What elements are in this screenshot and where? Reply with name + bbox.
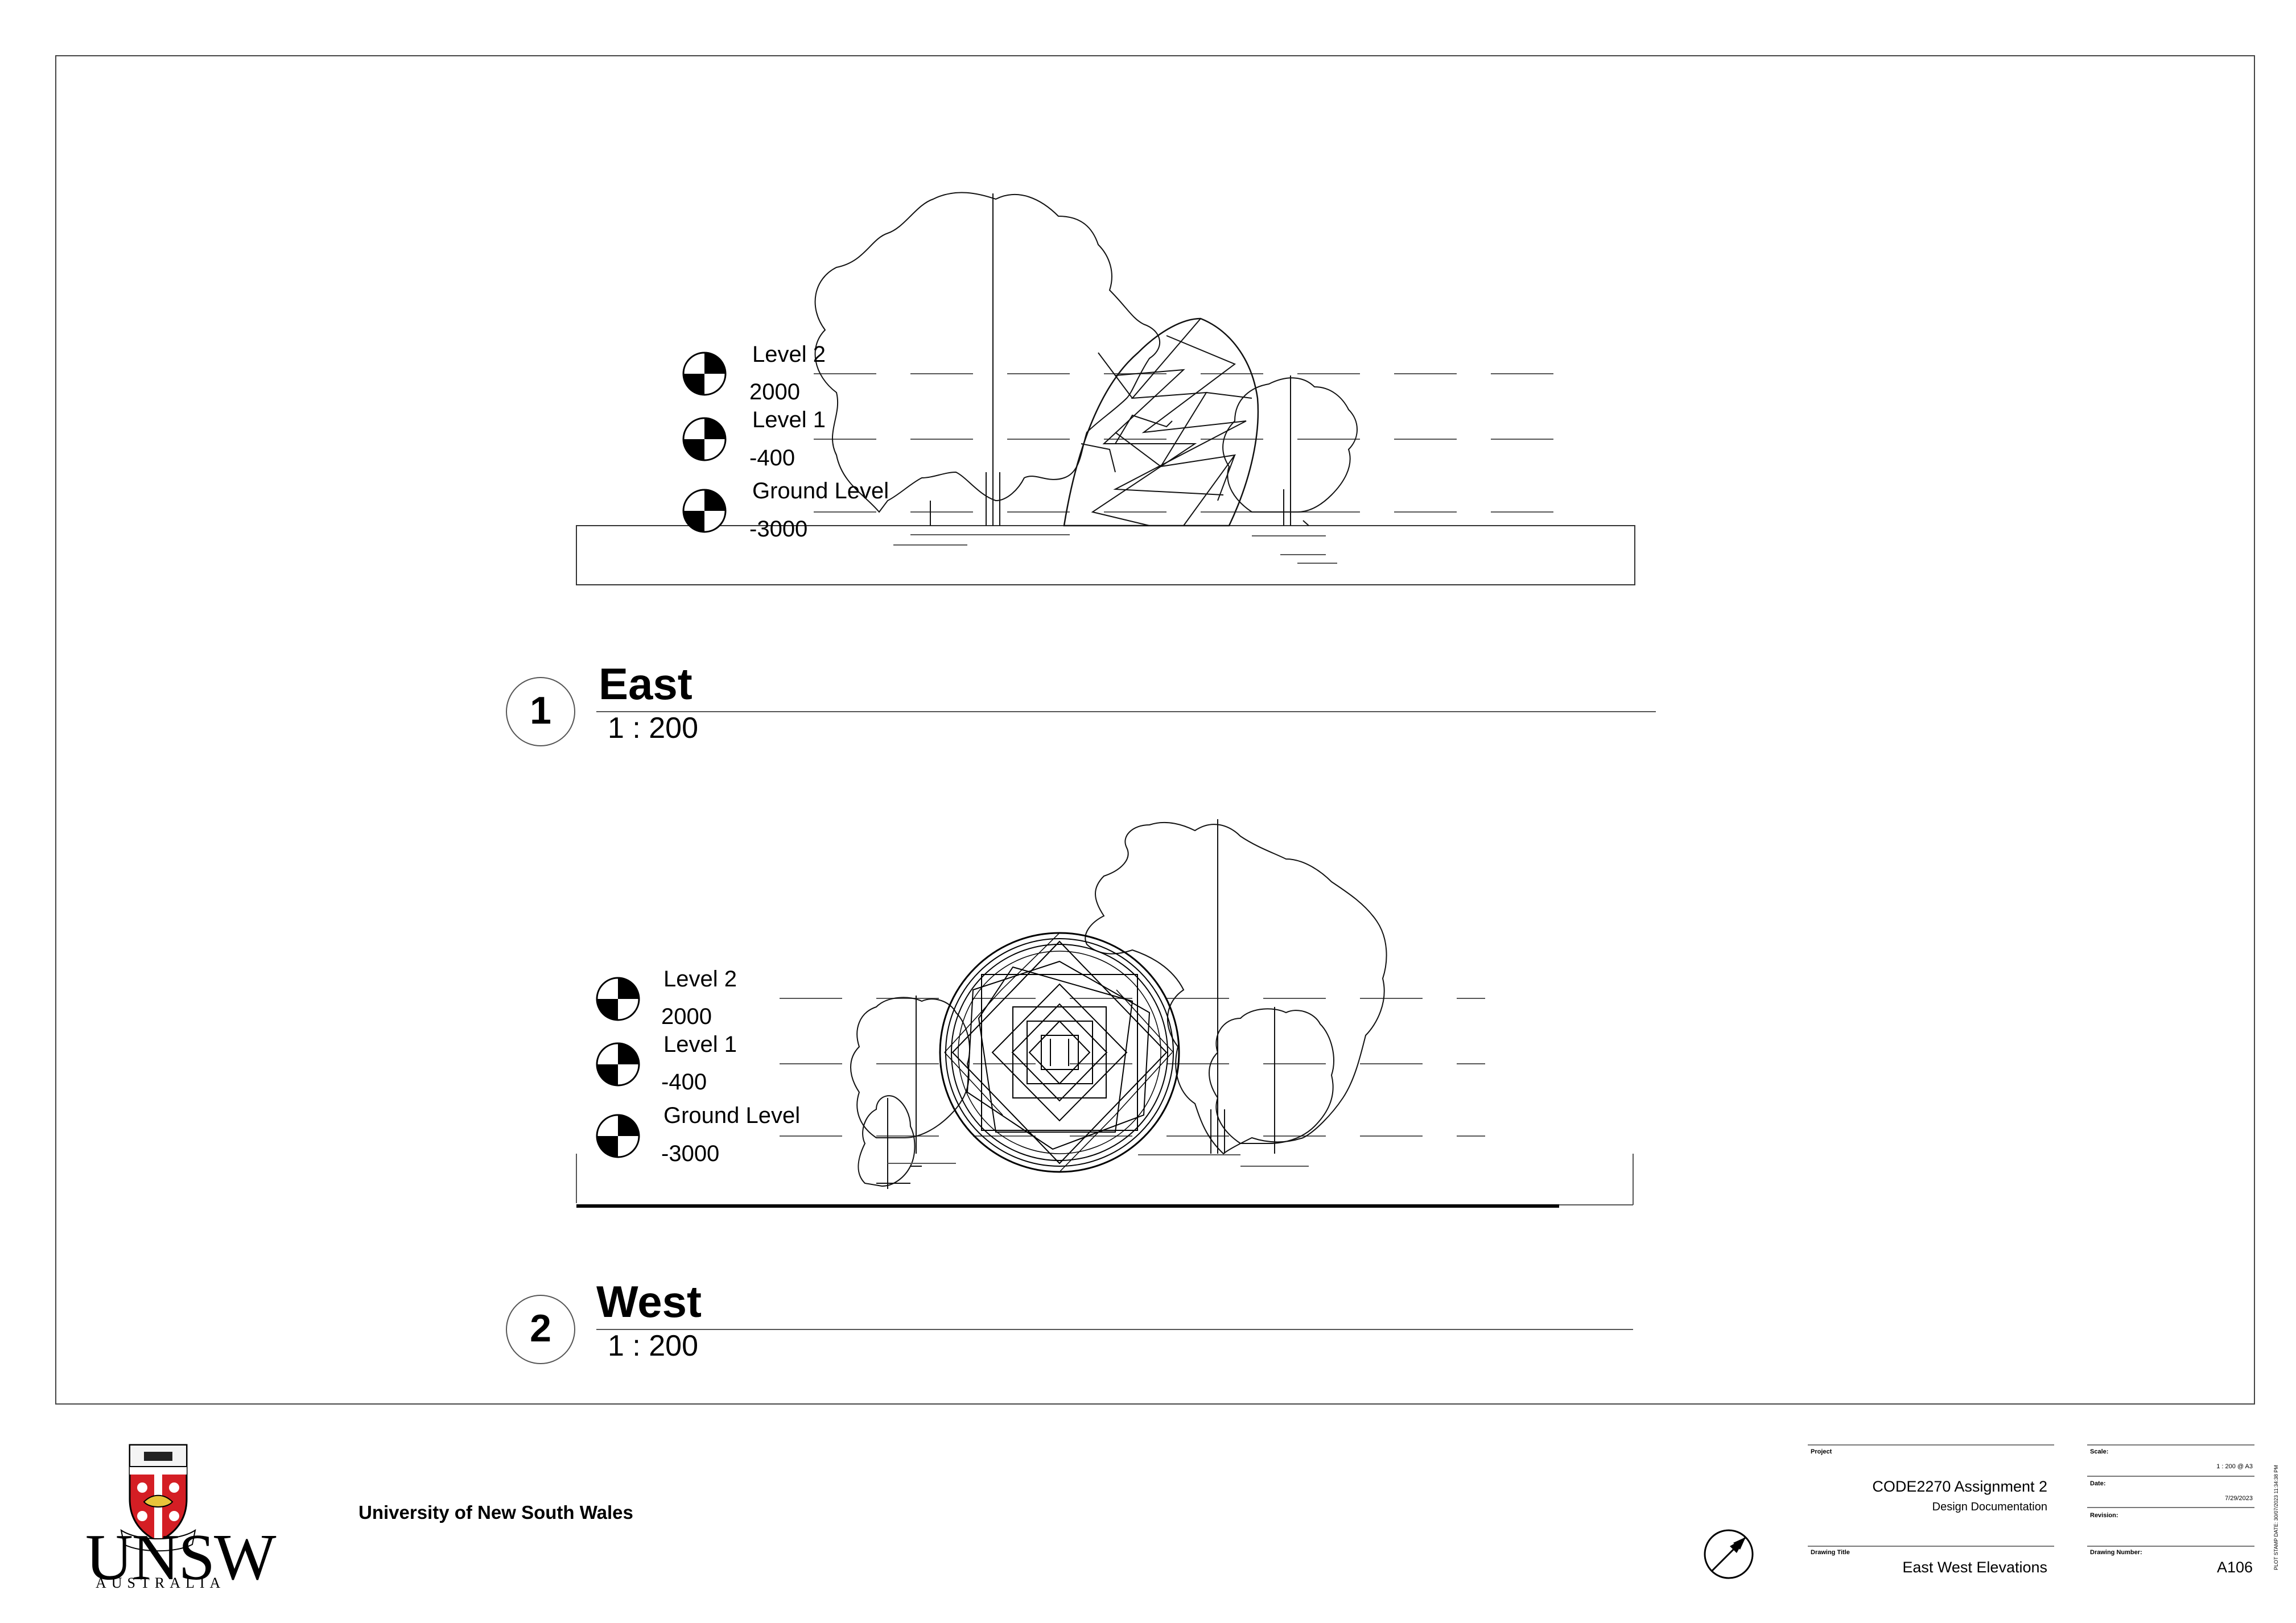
unsw-logo-word: UNSW — [85, 1521, 277, 1594]
east-pavilion — [1063, 317, 1259, 527]
plot-stamp: PLOT STAMP DATE: 30/07/2023 11:34:38 PM — [2273, 1465, 2279, 1570]
west-elevation-drawing — [576, 819, 1634, 1208]
west-level-1-elevation: -400 — [661, 1069, 707, 1095]
university-name: University of New South Wales — [358, 1502, 633, 1523]
unsw-logo-sub: AUSTRALIA — [96, 1575, 226, 1591]
scale-value: 1 : 200 @ A3 — [2216, 1463, 2253, 1470]
west-view-title: West — [596, 1277, 702, 1327]
east-ground-level-name: Ground Level — [752, 478, 889, 503]
west-level-1-name: Level 1 — [663, 1032, 737, 1057]
east-view-number: 1 — [530, 689, 551, 732]
east-ground-level-elevation: -3000 — [749, 517, 808, 542]
project-subtitle: Design Documentation — [1932, 1501, 2047, 1513]
drawing-title: East West Elevations — [1902, 1559, 2047, 1576]
title-block-lines — [1808, 1444, 2254, 1547]
west-level-2-name: Level 2 — [663, 967, 737, 992]
east-view-scale: 1 : 200 — [608, 712, 699, 745]
revision-caption: Revision: — [2090, 1512, 2118, 1519]
west-small-tree-left — [850, 997, 970, 1138]
east-view-number-circle — [506, 677, 575, 746]
west-view-number-circle — [506, 1295, 575, 1364]
east-small-tree — [1222, 377, 1358, 513]
west-view-number: 2 — [530, 1307, 551, 1350]
project-caption: Project — [1811, 1448, 1832, 1455]
west-ground-level-elevation: -3000 — [661, 1141, 720, 1166]
east-level-2-name: Level 2 — [752, 342, 826, 367]
east-big-tree — [814, 192, 1161, 513]
west-small-tree-right — [1209, 1008, 1334, 1144]
date-value: 7/29/2023 — [2225, 1495, 2253, 1502]
west-pavilion — [939, 932, 1180, 1173]
sheet-border — [55, 55, 2255, 1405]
east-level-markers — [682, 352, 727, 533]
east-view-title: East — [599, 659, 692, 709]
west-ground-level-name: Ground Level — [663, 1103, 801, 1128]
date-caption: Date: — [2090, 1480, 2106, 1487]
east-level-2-elevation: 2000 — [749, 379, 800, 404]
east-level-1-elevation: -400 — [749, 445, 795, 470]
north-arrow-icon — [1704, 1529, 1754, 1579]
west-big-tree — [1085, 821, 1387, 1155]
west-view-scale: 1 : 200 — [608, 1329, 699, 1362]
project-name: CODE2270 Assignment 2 — [1872, 1478, 2047, 1495]
east-level-1-name: Level 1 — [752, 407, 826, 432]
east-ground-box — [576, 525, 1635, 585]
drawing-title-caption: Drawing Title — [1811, 1549, 1850, 1556]
scale-caption: Scale: — [2090, 1448, 2109, 1455]
west-level-markers — [596, 977, 640, 1158]
drawing-number-caption: Drawing Number: — [2090, 1549, 2142, 1556]
west-level-2-elevation: 2000 — [661, 1004, 712, 1029]
unsw-crest-icon — [120, 1444, 196, 1552]
east-elevation-drawing — [576, 192, 1635, 585]
drawing-number: A106 — [2216, 1559, 2253, 1576]
west-shrub — [858, 1095, 916, 1187]
